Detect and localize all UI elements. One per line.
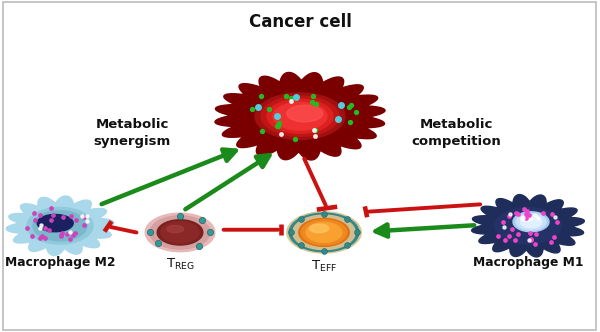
Polygon shape — [27, 208, 93, 244]
Text: $\mathsf{T}_{\mathsf{EFF}}$: $\mathsf{T}_{\mathsf{EFF}}$ — [311, 259, 337, 274]
Polygon shape — [293, 215, 355, 250]
Polygon shape — [306, 222, 342, 242]
Polygon shape — [310, 224, 329, 233]
Polygon shape — [273, 102, 327, 130]
Text: Metabolic
competition: Metabolic competition — [411, 118, 501, 148]
Polygon shape — [513, 212, 549, 232]
Polygon shape — [472, 195, 584, 257]
Polygon shape — [267, 99, 333, 133]
Polygon shape — [145, 213, 215, 252]
Polygon shape — [520, 216, 542, 228]
Polygon shape — [215, 72, 385, 160]
Text: Macrophage M1: Macrophage M1 — [473, 256, 583, 269]
Polygon shape — [255, 93, 345, 139]
Polygon shape — [157, 220, 203, 245]
Text: Macrophage M2: Macrophage M2 — [5, 256, 115, 269]
Polygon shape — [516, 213, 546, 230]
Text: Metabolic
synergism: Metabolic synergism — [94, 118, 170, 148]
Polygon shape — [33, 211, 87, 241]
Polygon shape — [7, 196, 113, 255]
Polygon shape — [289, 213, 359, 252]
Polygon shape — [495, 208, 561, 244]
Polygon shape — [161, 222, 199, 243]
Polygon shape — [301, 220, 347, 245]
Polygon shape — [287, 212, 361, 253]
Polygon shape — [150, 216, 210, 249]
Polygon shape — [37, 214, 73, 232]
Polygon shape — [299, 218, 349, 246]
Text: $\mathsf{T}_{\mathsf{REG}}$: $\mathsf{T}_{\mathsf{REG}}$ — [166, 257, 194, 272]
Polygon shape — [261, 96, 339, 136]
Polygon shape — [167, 225, 184, 233]
Polygon shape — [521, 216, 533, 221]
Text: Cancer cell: Cancer cell — [248, 13, 352, 31]
Polygon shape — [287, 105, 323, 122]
